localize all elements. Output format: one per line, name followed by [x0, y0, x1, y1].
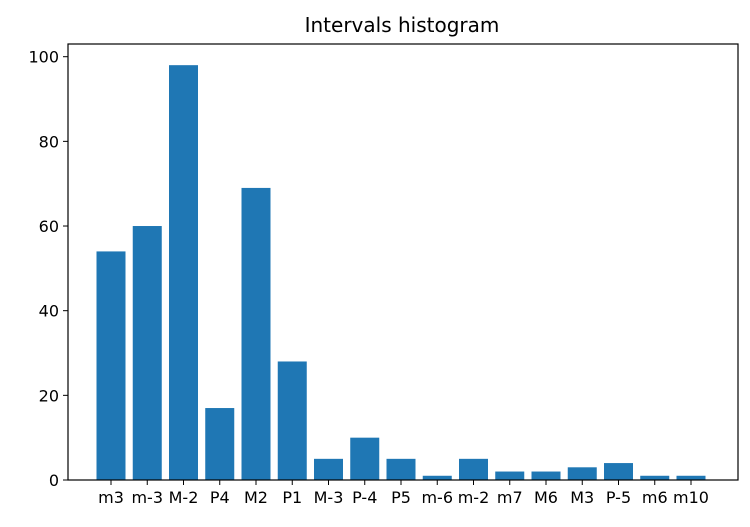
x-tick-label: m6 — [642, 488, 668, 507]
bar-P-4 — [350, 437, 380, 480]
bar-M-3 — [314, 458, 343, 480]
x-tick-label: m-2 — [458, 488, 490, 507]
x-tick-label: P-4 — [352, 488, 377, 507]
y-tick-label: 20 — [39, 386, 59, 405]
chart-title: Intervals histogram — [305, 13, 500, 37]
y-axis: 0 20 40 60 80 100 — [28, 48, 68, 490]
y-tick-label: 80 — [39, 132, 59, 151]
bar-P5 — [386, 458, 416, 480]
bar-m-6 — [422, 475, 452, 480]
x-tick-label: m7 — [497, 488, 523, 507]
y-tick-label: 0 — [49, 471, 59, 490]
x-tick-label: m10 — [673, 488, 709, 507]
bar-P-5 — [604, 463, 633, 480]
x-axis: m3 m-3 M-2 P4 M2 P1 M-3 P-4 P5 m-6 m-2 m7 M6 M3 P-5 m6 m… — [98, 480, 709, 507]
x-tick-label: M-2 — [169, 488, 199, 507]
bar-M6 — [531, 471, 561, 480]
x-tick-label: P-5 — [606, 488, 631, 507]
y-tick-label: 100 — [28, 48, 59, 67]
bar-m7 — [495, 471, 525, 480]
bars-layer — [96, 65, 706, 481]
y-tick-label: 40 — [39, 302, 59, 321]
bar-m10 — [676, 475, 706, 480]
bar-M2 — [241, 187, 271, 480]
plot-frame — [67, 43, 739, 481]
x-tick-label: m-3 — [131, 488, 163, 507]
bar-P4 — [205, 408, 235, 480]
x-tick-label: P5 — [391, 488, 411, 507]
x-tick-label: P1 — [282, 488, 302, 507]
x-tick-label: M-3 — [314, 488, 344, 507]
bar-P1 — [277, 361, 307, 480]
bar-M-2 — [169, 65, 198, 481]
bar-m-3 — [132, 226, 162, 480]
bar-M3 — [567, 467, 597, 480]
bar-m6 — [640, 475, 670, 480]
x-tick-label: m3 — [98, 488, 124, 507]
bar-m3 — [96, 251, 126, 480]
x-tick-label: M2 — [244, 488, 268, 507]
x-tick-label: M3 — [570, 488, 594, 507]
x-tick-label: P4 — [210, 488, 230, 507]
x-tick-label: M6 — [534, 488, 558, 507]
bar-m-2 — [459, 458, 488, 480]
x-tick-label: m-6 — [421, 488, 453, 507]
y-tick-label: 60 — [39, 217, 59, 236]
